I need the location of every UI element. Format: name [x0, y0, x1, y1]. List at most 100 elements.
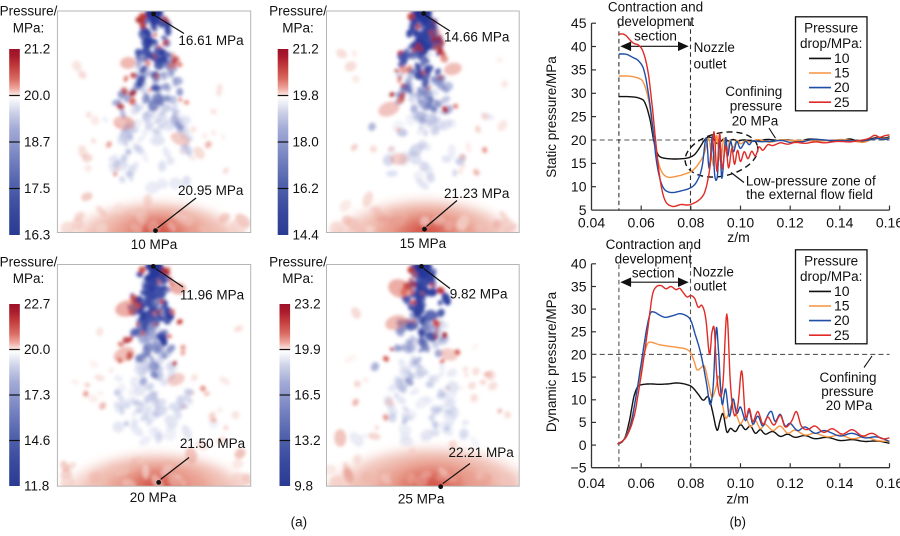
svg-text:20: 20 [834, 312, 850, 328]
svg-text:z/m: z/m [727, 229, 750, 245]
svg-text:0.10: 0.10 [727, 214, 754, 230]
svg-text:30: 30 [571, 85, 587, 101]
svg-text:(b): (b) [730, 514, 747, 529]
svg-text:22.21 MPa: 22.21 MPa [448, 445, 514, 460]
svg-text:Pressure/: Pressure/ [269, 4, 327, 19]
svg-text:0.12: 0.12 [777, 475, 804, 491]
svg-text:Pressure/: Pressure/ [0, 4, 58, 19]
svg-text:11.8: 11.8 [24, 479, 49, 494]
svg-text:14.66 MPa: 14.66 MPa [444, 30, 510, 45]
svg-text:17.3: 17.3 [24, 388, 50, 403]
svg-text:development: development [615, 251, 693, 266]
svg-text:MPa:: MPa: [13, 271, 45, 286]
svg-text:0.10: 0.10 [727, 475, 754, 491]
svg-text:22.7: 22.7 [24, 297, 50, 312]
svg-text:17.5: 17.5 [24, 181, 50, 196]
svg-text:25: 25 [571, 324, 587, 340]
svg-text:0: 0 [579, 437, 587, 453]
svg-text:20: 20 [571, 132, 587, 148]
svg-text:z/m: z/m [726, 490, 749, 506]
svg-text:15 MPa: 15 MPa [400, 236, 447, 251]
svg-text:13.2: 13.2 [294, 433, 320, 448]
svg-text:40: 40 [571, 256, 587, 272]
svg-text:20.0: 20.0 [24, 88, 50, 103]
svg-text:25: 25 [834, 94, 850, 110]
svg-text:16.61 MPa: 16.61 MPa [178, 33, 244, 48]
svg-text:0.14: 0.14 [826, 214, 853, 230]
svg-text:Nozzle: Nozzle [694, 40, 735, 55]
svg-text:0.16: 0.16 [876, 214, 900, 230]
svg-text:10: 10 [834, 50, 850, 66]
svg-text:21.23 MPa: 21.23 MPa [444, 186, 510, 201]
svg-text:45: 45 [571, 15, 587, 31]
svg-text:Pressure: Pressure [804, 253, 858, 268]
svg-text:20 MPa: 20 MPa [130, 490, 177, 505]
svg-text:11.96 MPa: 11.96 MPa [180, 288, 245, 303]
svg-text:19.8: 19.8 [293, 88, 319, 103]
svg-text:16.5: 16.5 [294, 388, 320, 403]
svg-text:0.16: 0.16 [876, 475, 900, 491]
svg-text:0.04: 0.04 [578, 214, 605, 230]
svg-text:18.7: 18.7 [24, 135, 50, 150]
svg-text:section: section [634, 28, 677, 43]
svg-text:drop/MPa:: drop/MPa: [800, 36, 862, 51]
svg-text:9.82 MPa: 9.82 MPa [450, 287, 508, 302]
svg-text:drop/MPa:: drop/MPa: [800, 269, 862, 284]
svg-text:16.3: 16.3 [24, 228, 50, 243]
svg-text:14.6: 14.6 [24, 433, 50, 448]
svg-text:15: 15 [571, 369, 587, 385]
svg-text:20.0: 20.0 [24, 342, 50, 357]
svg-text:30: 30 [571, 301, 587, 317]
svg-text:18.0: 18.0 [293, 135, 319, 150]
svg-text:Low-pressure zone of: Low-pressure zone of [746, 174, 876, 189]
svg-text:19.9: 19.9 [294, 342, 320, 357]
svg-text:9.8: 9.8 [294, 479, 313, 494]
svg-text:development: development [617, 14, 695, 29]
svg-text:0.06: 0.06 [628, 475, 655, 491]
svg-text:Pressure/: Pressure/ [269, 255, 327, 270]
svg-text:outlet: outlet [693, 57, 726, 72]
svg-text:20: 20 [834, 79, 850, 95]
svg-text:14.4: 14.4 [293, 228, 320, 243]
svg-text:0.08: 0.08 [677, 475, 704, 491]
svg-text:10: 10 [834, 283, 850, 299]
svg-text:the external flow field: the external flow field [746, 187, 873, 202]
svg-text:5: 5 [579, 202, 587, 218]
svg-text:Confining: Confining [819, 370, 876, 385]
svg-text:0.12: 0.12 [777, 214, 804, 230]
svg-text:20 MPa: 20 MPa [732, 113, 779, 128]
svg-text:Contraction and: Contraction and [606, 237, 701, 252]
svg-text:MPa:: MPa: [13, 21, 45, 36]
svg-text:Contraction and: Contraction and [608, 0, 703, 14]
svg-text:MPa:: MPa: [282, 271, 314, 286]
svg-text:Pressure: Pressure [804, 20, 858, 35]
svg-text:10 MPa: 10 MPa [131, 237, 178, 252]
svg-text:MPa:: MPa: [282, 21, 314, 36]
svg-text:10: 10 [571, 179, 587, 195]
svg-text:21.2: 21.2 [293, 42, 319, 57]
svg-text:10: 10 [571, 392, 587, 408]
svg-text:21.2: 21.2 [24, 42, 50, 57]
svg-text:15: 15 [834, 298, 850, 314]
svg-text:35: 35 [571, 62, 587, 78]
svg-text:−5: −5 [571, 460, 587, 476]
svg-text:Confining: Confining [725, 84, 782, 99]
svg-text:25: 25 [834, 327, 850, 343]
svg-text:25: 25 [571, 108, 587, 124]
svg-text:0.14: 0.14 [826, 475, 853, 491]
svg-text:35: 35 [571, 278, 587, 294]
svg-text:pressure: pressure [730, 99, 783, 114]
svg-text:Static pressure/MPa: Static pressure/MPa [544, 56, 559, 178]
svg-text:0.06: 0.06 [628, 214, 655, 230]
svg-text:(a): (a) [291, 514, 308, 529]
svg-text:16.2: 16.2 [293, 181, 319, 196]
svg-text:21.50 MPa: 21.50 MPa [180, 436, 246, 451]
svg-text:outlet: outlet [693, 279, 726, 294]
svg-text:20: 20 [571, 346, 587, 362]
svg-text:25 MPa: 25 MPa [398, 491, 445, 506]
svg-text:15: 15 [571, 155, 587, 171]
svg-text:Pressure/: Pressure/ [0, 255, 58, 270]
svg-text:5: 5 [579, 414, 587, 430]
svg-text:pressure: pressure [821, 384, 874, 399]
svg-text:Dynamic pressure/MPa: Dynamic pressure/MPa [544, 291, 559, 432]
